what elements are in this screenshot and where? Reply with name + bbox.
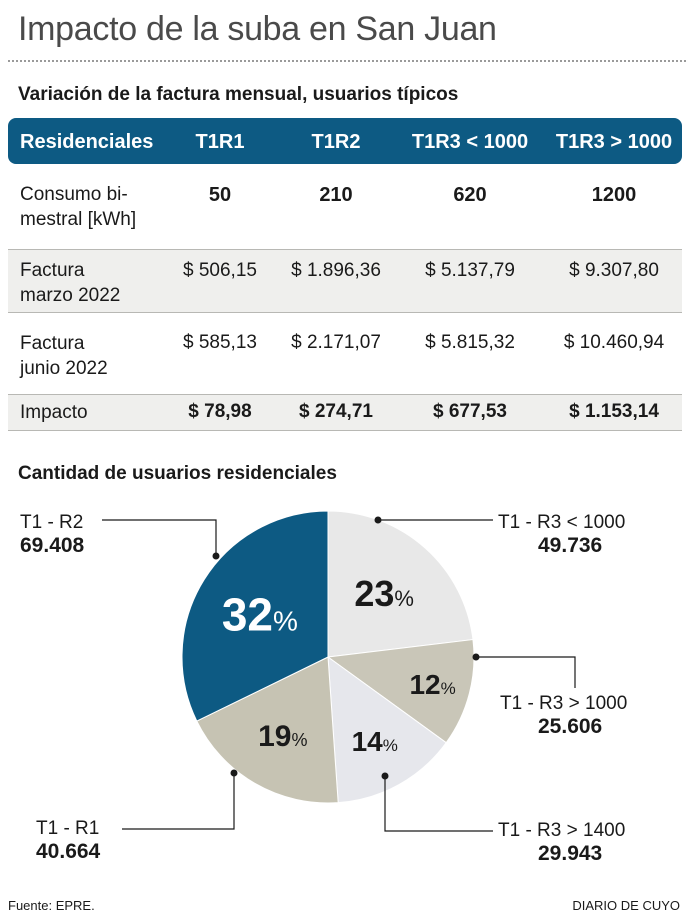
leader-t1r3-gt1000-dot [472, 653, 480, 661]
pie-label-t1r3-gt1000: T1 - R3 > 1000 25.606 [500, 692, 627, 738]
row-band-marzo [8, 249, 682, 313]
leader-t1r1 [122, 773, 235, 830]
pie-subtitle: Cantidad de usuarios residenciales [18, 463, 337, 484]
leader-t1r3-gt1400-dot [381, 772, 389, 780]
pie-label-t1r3-gt1400-name: T1 - R3 > 1400 [498, 820, 626, 841]
row-marzo-t1r3-gt1000: $ 9.307,80 [569, 260, 659, 281]
row-marzo-label-2: marzo 2022 [20, 285, 121, 306]
pie-label-t1r3-lt1000-name: T1 - R3 < 1000 [498, 512, 626, 533]
row-consumo-t1r3-gt1000: 1200 [591, 184, 637, 206]
row-marzo-t1r2: $ 1.896,36 [291, 260, 381, 281]
table-subtitle: Variación de la factura mensual, usuario… [18, 84, 459, 105]
leader-t1r1-dot [230, 769, 238, 777]
pie-slice-t1-r3-1000 [326, 639, 475, 744]
row-junio-t1r2: $ 2.171,07 [291, 332, 381, 353]
leader-t1r2 [102, 519, 217, 556]
row-marzo-t1r3-lt1000: $ 5.137,79 [425, 260, 515, 281]
leader-t1r2-dot [212, 552, 220, 560]
pie-label-t1r1-name: T1 - R1 [36, 818, 100, 839]
pie-slice-t1-r2 [181, 510, 329, 722]
row-impacto-t1r3-gt1000: $ 1.153,14 [569, 401, 659, 422]
row-band-impacto [8, 394, 682, 431]
pie-label-t1r3-lt1000: T1 - R3 < 1000 49.736 [498, 511, 625, 557]
row-impacto-t1r1: $ 78,98 [188, 401, 252, 422]
pie-slice-t1-r3-1400 [327, 655, 447, 804]
row-consumo-label-1: Consumo bi- [20, 184, 128, 205]
row-junio-t1r3-lt1000: $ 5.815,32 [425, 332, 515, 353]
row-junio-label-2: junio 2022 [20, 358, 108, 379]
pie-label-t1r2: T1 - R2 69.408 [20, 511, 84, 557]
row-impacto-t1r2: $ 274,71 [299, 401, 373, 422]
pie-slice-t1-r3-1000 [327, 510, 474, 658]
pie-label-t1r3-gt1400: T1 - R3 > 1400 29.943 [498, 819, 625, 865]
row-junio-t1r3-gt1000: $ 10.460,94 [563, 332, 665, 353]
pie-label-t1r2-value: 69.408 [20, 534, 85, 557]
pie-label-t1r3-lt1000-value: 49.736 [538, 534, 603, 557]
row-impacto-t1r3-lt1000: $ 677,53 [433, 401, 507, 422]
footer-brand: DIARIO DE CUYO [572, 898, 680, 913]
pie-label-t1r2-name: T1 - R2 [20, 512, 84, 533]
table-header-band [8, 118, 682, 164]
row-consumo-t1r2: 210 [319, 184, 353, 206]
row-consumo-t1r1: 50 [208, 184, 232, 206]
table-header-t1r3-gt1000: T1R3 > 1000 [555, 131, 673, 153]
pie-label-t1r3-gt1000-value: 25.606 [538, 715, 603, 738]
row-consumo-label-2: mestral [kWh] [20, 209, 137, 230]
pie-slice-t1-r1 [196, 656, 339, 804]
title-divider [8, 60, 686, 62]
table-header-t1r3-lt1000: T1R3 < 1000 [411, 131, 529, 153]
row-marzo-label-1: Factura [20, 260, 85, 281]
pie-label-t1r3-gt1400-value: 29.943 [538, 842, 603, 865]
leader-t1r3-gt1400 [384, 776, 493, 832]
row-impacto-label: Impacto [20, 402, 88, 423]
leader-t1r3-lt1000-dot [374, 516, 382, 524]
row-junio-label-1: Factura [20, 333, 85, 354]
table-header-t1r2: T1R2 [311, 131, 361, 153]
page-title: Impacto de la suba en San Juan [18, 10, 497, 48]
pie-label-t1r1-value: 40.664 [36, 840, 101, 863]
pie-label-t1r3-gt1000-name: T1 - R3 > 1000 [500, 693, 628, 714]
pie-label-t1r1: T1 - R1 40.664 [36, 817, 100, 863]
leader-t1r3-gt1000 [476, 656, 576, 688]
row-junio-t1r1: $ 585,13 [183, 332, 257, 353]
table-header-t1r1: T1R1 [195, 131, 245, 153]
footer-source: Fuente: EPRE. [8, 898, 95, 913]
row-consumo-t1r3-lt1000: 620 [453, 184, 487, 206]
table-header-residenciales: Residenciales [20, 131, 154, 153]
row-marzo-t1r1: $ 506,15 [183, 260, 257, 281]
